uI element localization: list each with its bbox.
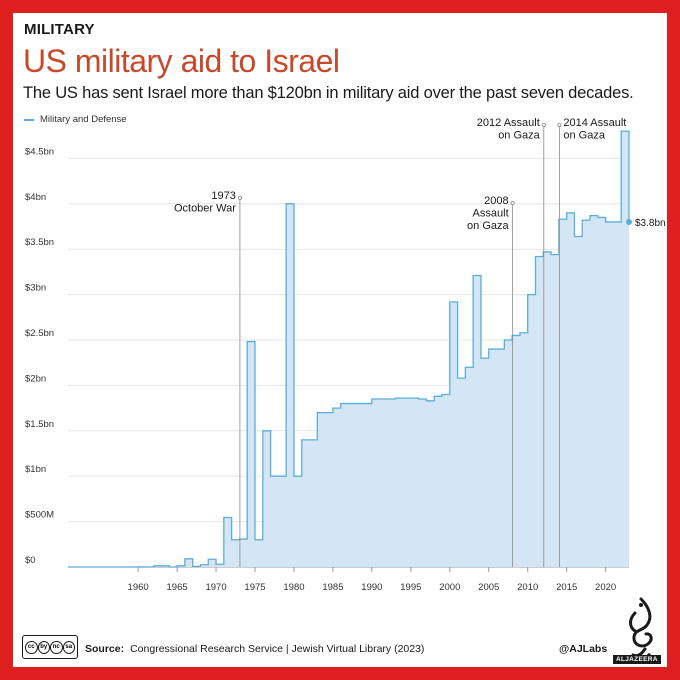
sa-badge: sa (62, 640, 75, 654)
page-subtitle: The US has sent Israel more than $120bn … (23, 84, 634, 102)
y-tick-label: $4.5bn (25, 146, 54, 157)
x-tick-label: 2005 (478, 582, 499, 593)
ajlabs-handle: @AJLabs (559, 643, 608, 655)
x-tick-label: 2000 (439, 582, 460, 593)
x-tick-label: 1985 (322, 582, 343, 593)
y-tick-label: $1.5bn (25, 419, 54, 430)
1973-october-war-dot (237, 195, 242, 200)
2014-assault-dot (557, 123, 562, 128)
aid-chart: $0 $500M $1bn $1.5bn $2bn $2.5bn $3bn $3.5bn $4b… (25, 117, 666, 593)
x-tick-label: 1960 (128, 582, 149, 593)
2008-assault-dot (510, 200, 515, 205)
y-tick-label: $0 (25, 555, 36, 566)
source-text: Congressional Research Service | Jewish … (130, 643, 425, 655)
x-tick-label: 1975 (244, 582, 265, 593)
2008-assault-label: 2008 Assault on Gaza (467, 195, 509, 232)
aljazeera-wordmark: ALJAZEERA (613, 655, 661, 664)
source-label: Source: (85, 643, 125, 655)
2012-assault-label: 2012 Assault on Gaza (477, 117, 541, 142)
1973-october-war-label: 1973 October War (174, 190, 236, 215)
nc-badge: nc (50, 640, 63, 654)
y-tick-label: $2bn (25, 373, 46, 384)
series-line (68, 130, 630, 568)
creative-commons-icon: cc by nc sa (22, 635, 78, 659)
y-tick-label: $2.5bn (25, 328, 54, 339)
x-tick-label: 1965 (167, 582, 188, 593)
page-title: US military aid to Israel (23, 43, 340, 79)
end-value-label: $3.8bn (635, 218, 666, 229)
aljazeera-logo-icon (629, 597, 653, 658)
x-tick-label: 1980 (283, 582, 304, 593)
end-point (626, 218, 632, 225)
legend-label: Military and Defense (40, 114, 127, 125)
x-tick-label: 1990 (361, 582, 382, 593)
area-fill (68, 131, 629, 567)
x-tick-label: 2010 (517, 582, 538, 593)
y-tick-label: $4bn (25, 192, 46, 203)
infographic-card: MILITARY US military aid to Israel The U… (13, 13, 667, 667)
y-tick-label: $1bn (25, 464, 46, 475)
by-badge: by (37, 640, 50, 654)
footer: cc by nc sa Source: Congressional Researc… (13, 597, 667, 667)
x-tick-label: 1970 (205, 582, 226, 593)
chart-legend: Military and Defense (24, 114, 127, 125)
legend-swatch (24, 118, 34, 121)
x-tick-label: 1995 (400, 582, 421, 593)
source-note: Source: Congressional Research Service | … (85, 643, 424, 655)
cc-badge: cc (25, 640, 38, 654)
y-tick-label: $3bn (25, 283, 46, 294)
x-tick-label: 2020 (595, 582, 616, 593)
section-kicker: MILITARY (24, 21, 95, 38)
2012-assault-dot (541, 123, 546, 128)
2014-assault-label: 2014 Assault on Gaza (563, 117, 626, 142)
x-tick-label: 2015 (556, 582, 577, 593)
y-tick-label: $500M (25, 510, 54, 521)
y-tick-label: $3.5bn (25, 237, 54, 248)
